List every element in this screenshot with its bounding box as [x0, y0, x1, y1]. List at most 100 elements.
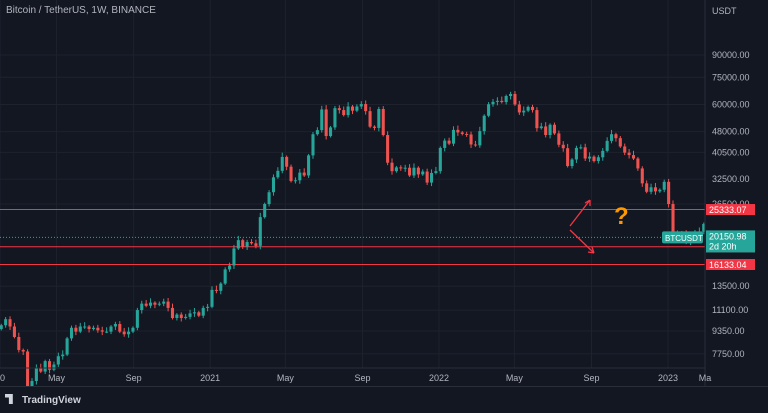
y-tick-label: 75000.00	[712, 72, 750, 82]
candle-body	[236, 240, 240, 249]
countdown-label: 2d 20h	[709, 241, 737, 251]
x-tick-label: 20	[0, 373, 5, 383]
candle-body	[140, 303, 144, 311]
candle-body	[513, 93, 517, 105]
y-tick-label: 11100.00	[712, 305, 748, 315]
candle-body	[631, 155, 636, 159]
candle-body	[144, 303, 148, 306]
candle-body	[386, 134, 390, 163]
x-tick-label: Sep	[126, 373, 142, 383]
candle-body	[566, 148, 570, 167]
current-price-label: 20150.98	[709, 231, 747, 241]
candle-body	[530, 106, 535, 111]
arrow-down-icon	[569, 229, 595, 254]
candle-body	[43, 361, 47, 372]
candle-body	[12, 326, 16, 337]
candle-body	[293, 180, 297, 182]
candle-body	[416, 167, 420, 175]
y-tick-label: 13500.00	[712, 281, 750, 291]
candle-body	[179, 314, 183, 319]
candle-body	[241, 240, 245, 247]
x-tick-label: Ma	[699, 373, 712, 383]
candle-body	[596, 157, 600, 162]
candle-body	[491, 101, 495, 105]
level-badge: 16133.04	[709, 260, 747, 270]
candle-body	[438, 147, 442, 172]
candle-body	[311, 134, 315, 156]
axis-unit-label: USDT	[712, 6, 737, 16]
candle-body	[289, 166, 293, 182]
candle-body	[26, 351, 30, 390]
candle-body	[52, 364, 56, 370]
candle-body	[315, 130, 319, 135]
y-tick-label: 7750.00	[712, 349, 745, 359]
grid-lines	[0, 0, 706, 368]
candle-body	[377, 109, 381, 128]
candle-body	[517, 104, 521, 113]
x-tick-label: May	[506, 373, 524, 383]
candle-body	[456, 129, 460, 133]
x-tick-label: 2022	[429, 373, 449, 383]
candle-body	[78, 326, 82, 332]
candle-body	[583, 147, 587, 159]
candle-body	[421, 171, 425, 175]
candle-body	[69, 327, 74, 339]
candle-body	[17, 336, 21, 350]
candle-body	[188, 313, 192, 317]
candle-body	[280, 156, 284, 171]
candle-body	[337, 108, 341, 111]
candle-body	[579, 147, 583, 149]
candle-body	[504, 96, 508, 103]
candle-body	[65, 338, 69, 355]
candle-body	[557, 133, 561, 145]
arrow-up-icon	[569, 199, 591, 227]
candle-body	[184, 316, 188, 319]
candle-body	[342, 110, 346, 116]
candle-body	[702, 223, 706, 232]
question-mark-annotation: ?	[614, 203, 629, 230]
candle-body	[574, 147, 578, 160]
y-tick-label: 90000.00	[712, 50, 750, 60]
candle-body	[206, 306, 210, 308]
candle-body	[403, 167, 407, 169]
candle-body	[487, 104, 491, 116]
candle-body	[460, 132, 464, 134]
candle-body	[113, 324, 117, 327]
candle-body	[509, 93, 513, 97]
candle-body	[74, 327, 78, 332]
candle-body	[56, 356, 60, 365]
candle-body	[526, 106, 530, 111]
y-tick-label: 60000.00	[712, 99, 750, 109]
candle-body	[601, 150, 605, 158]
candle-body	[610, 134, 614, 141]
candle-body	[210, 289, 214, 307]
candle-body	[522, 110, 526, 113]
y-tick-label: 32500.00	[712, 174, 750, 184]
tradingview-logo[interactable]: TradingView	[5, 394, 81, 406]
price-axis[interactable]: USDT 90000.00 75000.00 60000.00 48000.00 405…	[704, 0, 768, 386]
candle-body	[443, 140, 447, 148]
tradingview-icon	[5, 394, 13, 404]
candle-body	[83, 326, 87, 328]
candle-body	[425, 171, 429, 183]
candle-body	[434, 171, 438, 173]
time-axis[interactable]: 20 May Sep 2021 May Sep 2022 May Sep 2023 Ma	[0, 367, 712, 383]
current-price-badge-bg	[706, 230, 755, 253]
candle-body	[359, 104, 363, 107]
candle-body	[131, 327, 135, 332]
candle-body	[381, 109, 385, 135]
candle-body	[223, 269, 227, 284]
candle-body	[649, 187, 653, 192]
candle-body	[645, 183, 649, 192]
candle-body	[109, 326, 113, 332]
level-badge-bg	[706, 204, 755, 216]
candle-body	[473, 144, 477, 146]
candle-body	[399, 167, 403, 169]
candle-body	[653, 187, 657, 192]
candle-body	[166, 301, 170, 308]
candle-body	[372, 126, 376, 128]
candle-body	[570, 159, 574, 167]
x-tick-label: Sep	[355, 373, 371, 383]
candle-body	[588, 156, 592, 159]
